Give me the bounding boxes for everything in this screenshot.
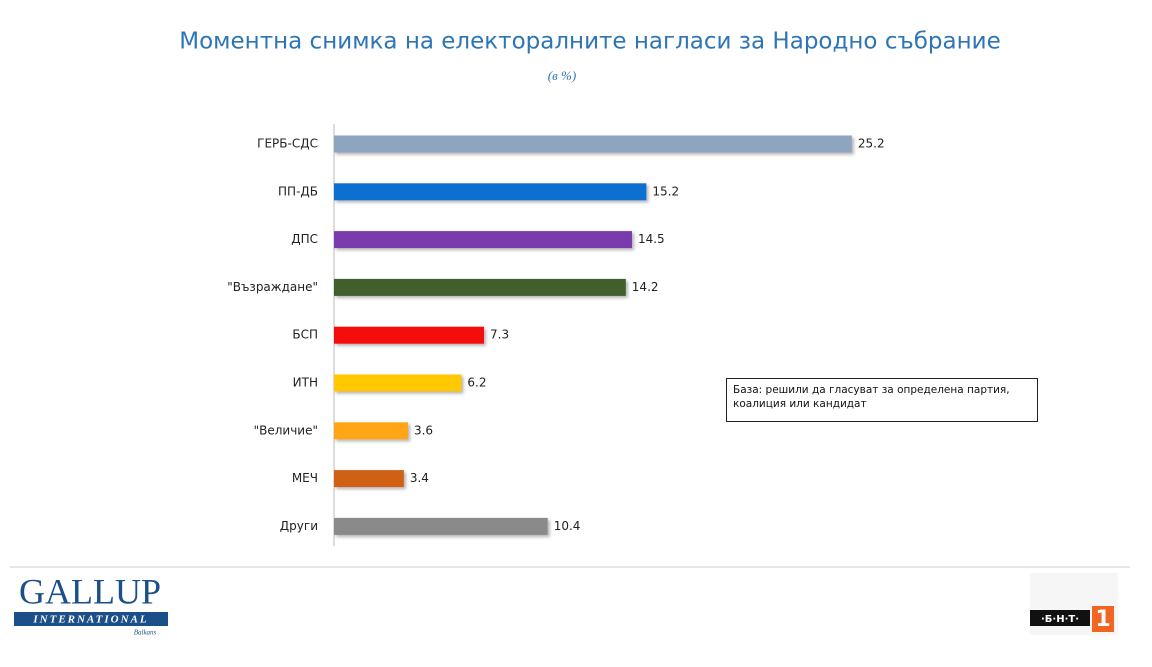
annotation: База: решили да гласуват за определена п… (726, 378, 1038, 422)
chart-subtitle: (в %) (548, 68, 576, 83)
bar (334, 278, 626, 296)
category-label: ПП-ДБ (278, 184, 318, 198)
value-label: 25.2 (858, 137, 885, 151)
category-label: "Величие" (254, 423, 318, 437)
value-label: 6.2 (467, 376, 486, 390)
bar (334, 517, 548, 535)
gallup-logo: GALLUP INTERNATIONAL Balkans (14, 571, 168, 637)
value-label: 14.2 (632, 280, 659, 294)
bnt-logo: ·Б·Н·Т· 1 (1030, 573, 1118, 635)
value-label: 10.4 (554, 519, 581, 533)
annotation-box: База: решили да гласуват за определена п… (726, 378, 1038, 422)
logo-band (1030, 610, 1090, 626)
logo-band (14, 612, 168, 626)
value-label: 14.5 (638, 232, 665, 246)
category-label: "Възраждане" (227, 280, 318, 294)
value-label: 3.4 (410, 471, 429, 485)
category-label: ДПС (291, 232, 318, 246)
logo-number: 1 (1095, 607, 1110, 632)
logo-name: GALLUP (19, 571, 161, 611)
bar (334, 374, 462, 392)
value-label: 7.3 (490, 328, 509, 342)
chart-title: Моментна снимка на електоралните нагласи… (179, 29, 1000, 55)
category-label: БСП (292, 328, 318, 342)
bar (334, 422, 408, 440)
logo-box (1092, 606, 1114, 632)
bar (334, 183, 647, 201)
bar (334, 326, 485, 344)
category-label: Други (280, 519, 318, 533)
bar (334, 231, 632, 249)
category-label: ИТН (293, 376, 318, 390)
category-label: МЕЧ (292, 471, 318, 485)
logo-region: Balkans (134, 629, 157, 637)
value-label: 15.2 (652, 184, 679, 198)
value-label: 3.6 (414, 423, 433, 437)
category-label: ГЕРБ-СДС (257, 137, 318, 151)
bar (334, 135, 852, 153)
bar (334, 470, 404, 488)
logo-sub: INTERNATIONAL (32, 614, 148, 626)
logo-name: ·Б·Н·Т· (1041, 614, 1079, 625)
